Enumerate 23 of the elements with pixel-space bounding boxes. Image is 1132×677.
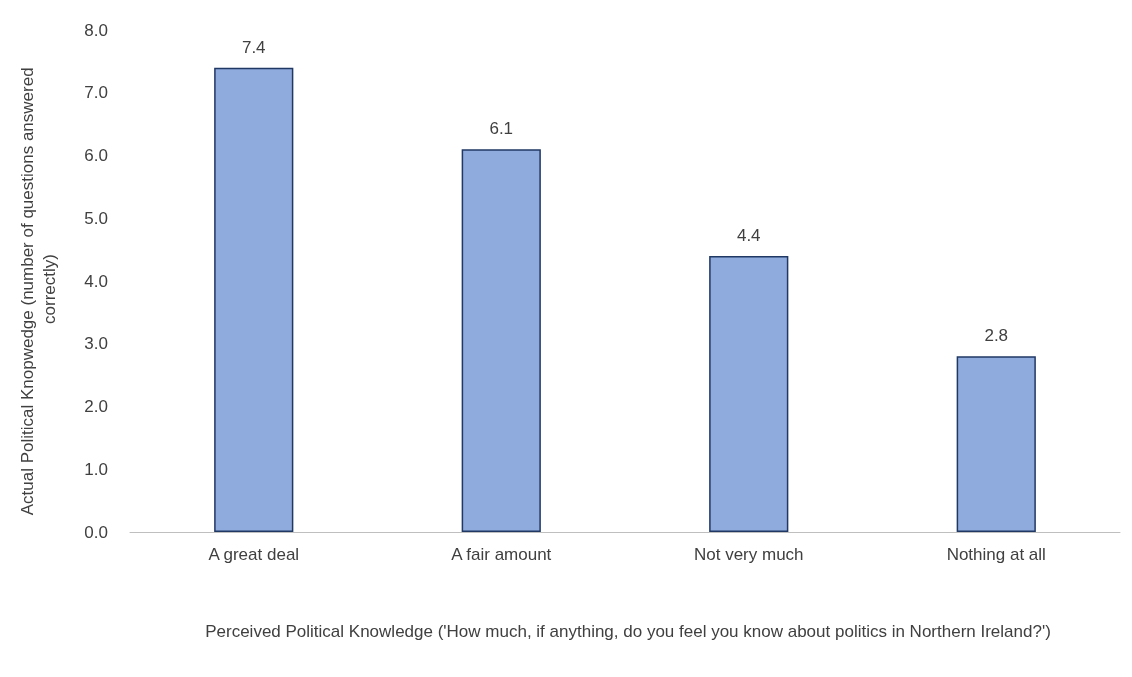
data-label: 7.4 [241,37,266,57]
y-axis-title: Actual Political Knopwedge (number of questions answered correctly) [17,62,59,516]
y-tick-label: 8.0 [84,20,108,40]
y-tick-label: 6.0 [84,146,108,165]
x-tick-label: Not very much [693,545,804,564]
y-tick-label: 0.0 [84,522,108,542]
data-label: 2.8 [984,326,1009,346]
y-tick-label: 5.0 [84,208,108,228]
y-tick-label: 4.0 [84,271,108,291]
bar [709,255,789,532]
bar [214,67,294,532]
x-tick-label: Nothing at all [946,545,1046,564]
x-tick-label: A fair amount [451,545,552,564]
bar [956,356,1036,532]
y-tick-label: 2.0 [84,397,108,416]
y-tick-label: 1.0 [84,459,108,479]
x-tick-label: A great deal [208,545,300,564]
x-axis-title: Perceived Political Knowledge ('How much, if anything, do you feel you know about politics in Northern Ireland?') [205,621,1051,641]
data-label: 4.4 [736,225,761,245]
bar [461,149,541,532]
data-label: 6.1 [489,119,514,139]
y-tick-label: 3.0 [84,334,108,354]
y-tick-label: 7.0 [84,83,108,103]
